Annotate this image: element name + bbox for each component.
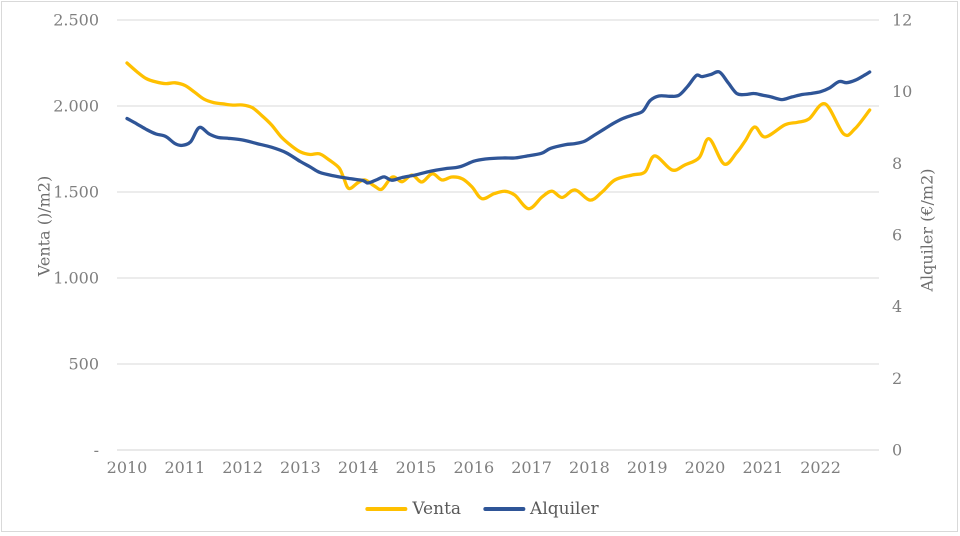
x-axis-tick-label: 2020 <box>685 458 726 477</box>
right-axis-tick-label: 8 <box>892 154 902 173</box>
right-axis-tick-label: 0 <box>892 441 902 460</box>
x-axis-tick-label: 2015 <box>396 458 437 477</box>
x-axis-tick-label: 2010 <box>107 458 148 477</box>
legend-swatch-alquiler <box>483 507 525 511</box>
left-axis-tick-label: 1.500 <box>53 183 99 202</box>
alquiler-series-line <box>127 72 870 183</box>
x-axis-tick-label: 2017 <box>511 458 552 477</box>
legend-label: Venta <box>412 499 461 519</box>
x-axis-tick-label: 2012 <box>222 458 263 477</box>
x-axis-tick-label: 2022 <box>800 458 841 477</box>
x-axis-tick-label: 2011 <box>164 458 205 477</box>
x-axis-tick-label: 2016 <box>453 458 494 477</box>
right-axis-tick-label: 10 <box>892 82 912 101</box>
chart-legend: Venta Alquiler <box>365 499 598 519</box>
right-axis-tick-label: 4 <box>892 297 902 316</box>
legend-item-alquiler: Alquiler <box>483 499 599 519</box>
x-axis-tick-label: 2018 <box>569 458 610 477</box>
left-axis-tick-label: - <box>94 441 99 460</box>
venta-series-line <box>127 63 870 209</box>
right-axis-tick-label: 12 <box>892 11 912 30</box>
x-axis-tick-label: 2013 <box>280 458 321 477</box>
left-axis-tick-label: 1.000 <box>53 269 99 288</box>
right-axis-tick-label: 6 <box>892 226 902 245</box>
x-axis-tick-label: 2019 <box>627 458 668 477</box>
legend-label: Alquiler <box>530 499 599 519</box>
legend-swatch-venta <box>365 507 407 511</box>
left-axis-tick-label: 2.000 <box>53 97 99 116</box>
x-axis-tick-label: 2014 <box>338 458 379 477</box>
x-axis-tick-label: 2021 <box>742 458 783 477</box>
right-axis-tick-label: 2 <box>892 369 902 388</box>
legend-item-venta: Venta <box>365 499 461 519</box>
left-axis-tick-label: 2.500 <box>53 11 99 30</box>
left-axis-tick-label: 500 <box>68 355 99 374</box>
